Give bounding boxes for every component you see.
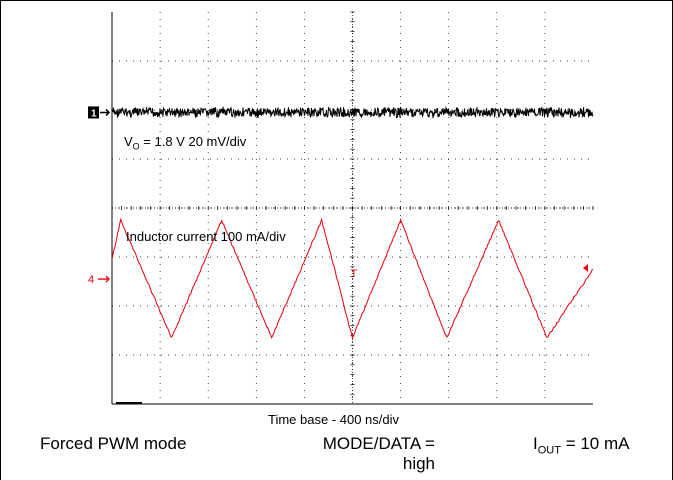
trigger-marker-red: T (351, 268, 358, 280)
ch1-trace (111, 106, 594, 119)
mode-data-caption: MODE/DATA = high (315, 434, 435, 474)
ch1-marker-arrow (100, 108, 111, 116)
mode-data-line1: MODE/DATA = (322, 434, 435, 453)
ch4-label: Inductor current 100 mA/div (126, 229, 286, 244)
ch4-marker-arrow (98, 275, 110, 283)
ch4-trace (111, 217, 594, 341)
scope-markers: 1 4 T T (88, 106, 588, 404)
scope-grid (111, 11, 594, 405)
scope-traces (111, 106, 594, 341)
trigger-marker-top: T (351, 107, 358, 119)
ch1-marker-number: 1 (91, 108, 97, 119)
iout-caption: IOUT = 10 mA (533, 434, 630, 457)
mode-data-line2: high (402, 454, 435, 473)
ch1-marker: 1 (88, 106, 111, 119)
ch1-marker-box (88, 106, 99, 119)
ch1-label: VO = 1.8 V 20 mV/div (124, 134, 247, 152)
mode-caption: Forced PWM mode (40, 434, 187, 453)
ch4-marker-number: 4 (88, 274, 94, 286)
ch4-right-marker (583, 264, 588, 273)
timebase-label: Time base - 400 ns/div (268, 412, 400, 427)
ch4-marker: 4 (88, 274, 110, 286)
